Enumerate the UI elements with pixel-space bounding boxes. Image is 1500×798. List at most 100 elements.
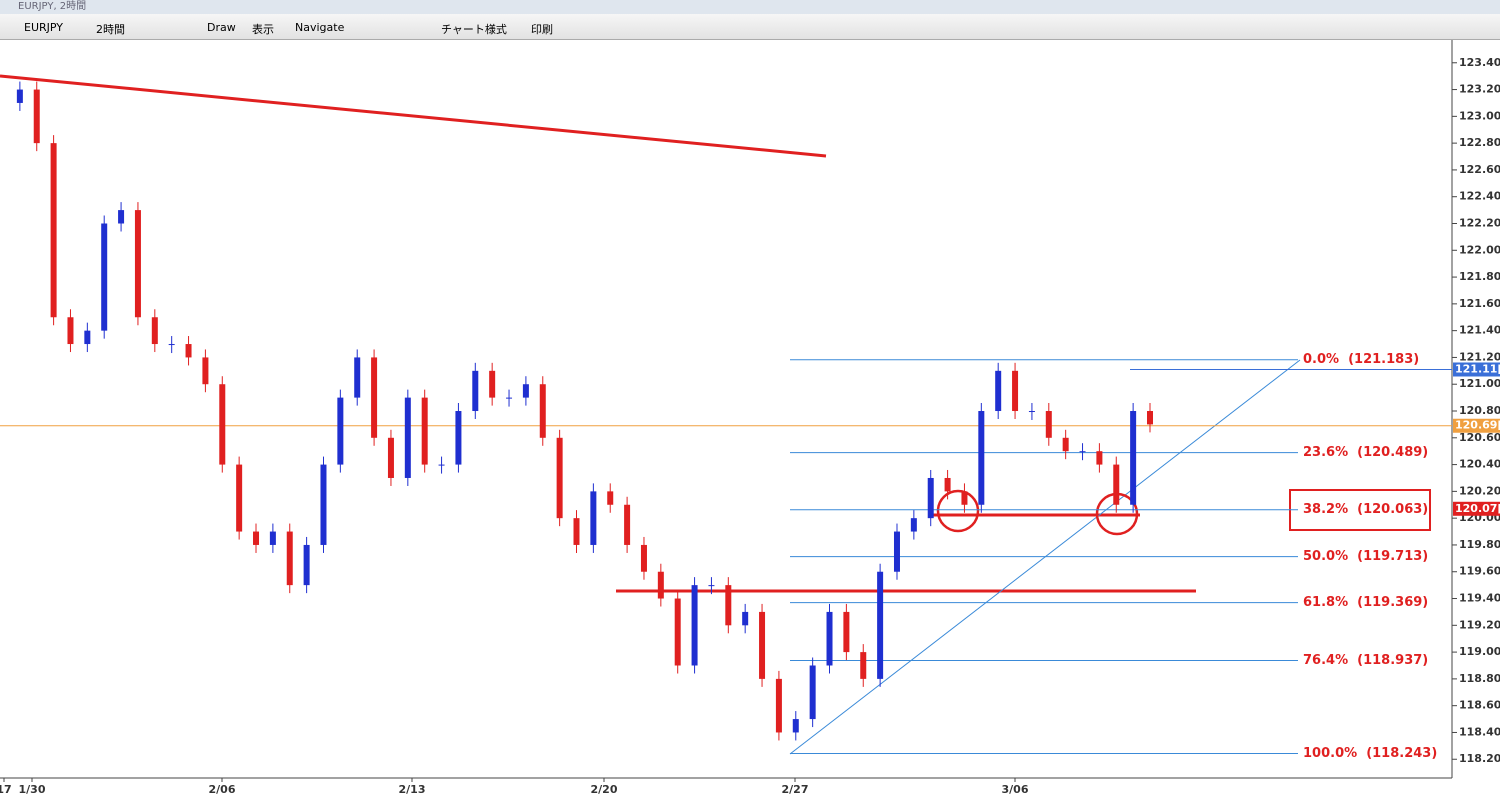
view-menu[interactable]: 表示: [252, 23, 274, 36]
candle-body: [826, 611, 833, 666]
candle-body: [792, 719, 799, 733]
y-tick-label: 119.60[0: [1459, 565, 1500, 578]
navigate-menu[interactable]: Navigate: [295, 21, 345, 34]
price-marker: [1453, 418, 1500, 433]
y-tick-label: 123.20[0: [1459, 83, 1500, 96]
x-tick-label: 2/06: [209, 783, 236, 796]
y-tick-label: 122.60[0: [1459, 163, 1500, 176]
candle-body: [725, 585, 732, 626]
y-tick-label: 119.00[0: [1459, 645, 1500, 658]
candle-body: [691, 585, 698, 666]
candle-body: [84, 330, 91, 345]
fib-label: 61.8% (119.369): [1303, 595, 1428, 610]
candle-body: [33, 89, 40, 144]
candle-body: [539, 384, 546, 438]
y-tick-label: 119.20[0: [1459, 618, 1500, 631]
candle-body: [607, 491, 614, 505]
candle-body: [961, 491, 968, 505]
candle-body: [50, 143, 57, 318]
candle-body: [67, 317, 74, 345]
candle-body: [624, 504, 631, 545]
candle-body: [421, 397, 428, 465]
x-tick-label: 3/06: [1002, 783, 1029, 796]
candle-body: [489, 370, 496, 398]
y-tick-label: 121.40[0: [1459, 324, 1500, 337]
candle-body: [1012, 370, 1019, 412]
y-tick-label: 121.00[0: [1459, 377, 1500, 390]
draw-menu[interactable]: Draw: [207, 21, 236, 34]
print-menu[interactable]: 印刷: [531, 23, 553, 36]
y-tick-label: 119.80[0: [1459, 538, 1500, 551]
fib-label: 23.6% (120.489): [1303, 445, 1428, 460]
y-tick-label: 118.20[0: [1459, 752, 1500, 765]
y-tick-label: 120.20[0: [1459, 484, 1500, 497]
candle-body: [1079, 451, 1086, 453]
candle-body: [1062, 437, 1069, 452]
candle-body: [674, 598, 681, 666]
candle-body: [640, 544, 647, 572]
chart-style-menu[interactable]: チャート様式: [441, 23, 507, 36]
y-tick-label: 119.40[0: [1459, 592, 1500, 605]
y-tick-label: 120.40[0: [1459, 458, 1500, 471]
candle-body: [151, 317, 158, 345]
price-marker-label: 120.07[: [1455, 502, 1500, 515]
y-tick-label: 122.80[0: [1459, 136, 1500, 149]
candle-body: [387, 437, 394, 478]
candle-body: [472, 370, 479, 412]
fib-label: 50.0% (119.713): [1303, 549, 1428, 564]
candle-body: [590, 491, 597, 545]
candle-body: [573, 518, 580, 545]
candle-body: [1045, 411, 1052, 438]
candle-body: [16, 89, 23, 103]
window-title: EURJPY, 2時間: [0, 0, 1500, 14]
candle-body: [995, 370, 1002, 412]
y-tick-label: 122.40[0: [1459, 190, 1500, 203]
toolbar: EURJPY 2時間 Draw 表示 Navigate チャート様式 印刷: [0, 14, 1500, 40]
candle-body: [253, 531, 260, 545]
candle-body: [303, 544, 310, 586]
candle-body: [944, 477, 951, 492]
candle-body: [202, 357, 209, 385]
symbol-select[interactable]: EURJPY: [24, 21, 63, 34]
y-tick-label: 118.60[0: [1459, 699, 1500, 712]
candle-body: [1113, 464, 1120, 505]
y-tick-label: 121.60[0: [1459, 297, 1500, 310]
y-tick-label: 118.80[0: [1459, 672, 1500, 685]
candle-body: [522, 384, 529, 398]
candle-body: [354, 357, 361, 398]
price-marker: [1453, 501, 1500, 516]
y-tick-label: 118.40[0: [1459, 725, 1500, 738]
candle-body: [1130, 411, 1137, 505]
candle-body: [371, 357, 378, 438]
candle-body: [286, 531, 293, 586]
candle-body: [168, 344, 175, 346]
y-tick-label: 122.00[0: [1459, 243, 1500, 256]
candle-body: [118, 210, 125, 224]
candle-body: [860, 652, 867, 679]
candle-body: [320, 464, 327, 545]
x-tick-label: 17: [0, 783, 12, 796]
candle-body: [910, 518, 917, 532]
candle-body: [455, 411, 462, 465]
candle-body: [556, 437, 563, 519]
candle-body: [438, 464, 445, 466]
candle-body: [1096, 451, 1103, 465]
x-tick-label: 1/30: [19, 783, 46, 796]
fib-label: 100.0% (118.243): [1303, 746, 1437, 761]
candle-body: [185, 344, 192, 358]
y-tick-label: 120.80[0: [1459, 404, 1500, 417]
candle-body: [337, 397, 344, 465]
timeframe-select[interactable]: 2時間: [96, 23, 125, 36]
candle-body: [927, 477, 934, 519]
candle-body: [134, 210, 141, 318]
candle-body: [236, 464, 243, 532]
x-tick-label: 2/20: [591, 783, 618, 796]
y-tick-label: 120.60[0: [1459, 431, 1500, 444]
candle-body: [708, 585, 715, 587]
plot-area: [0, 40, 1452, 778]
candle-body: [809, 665, 816, 720]
highlight-circle: [936, 489, 980, 533]
candle-body: [742, 611, 749, 626]
